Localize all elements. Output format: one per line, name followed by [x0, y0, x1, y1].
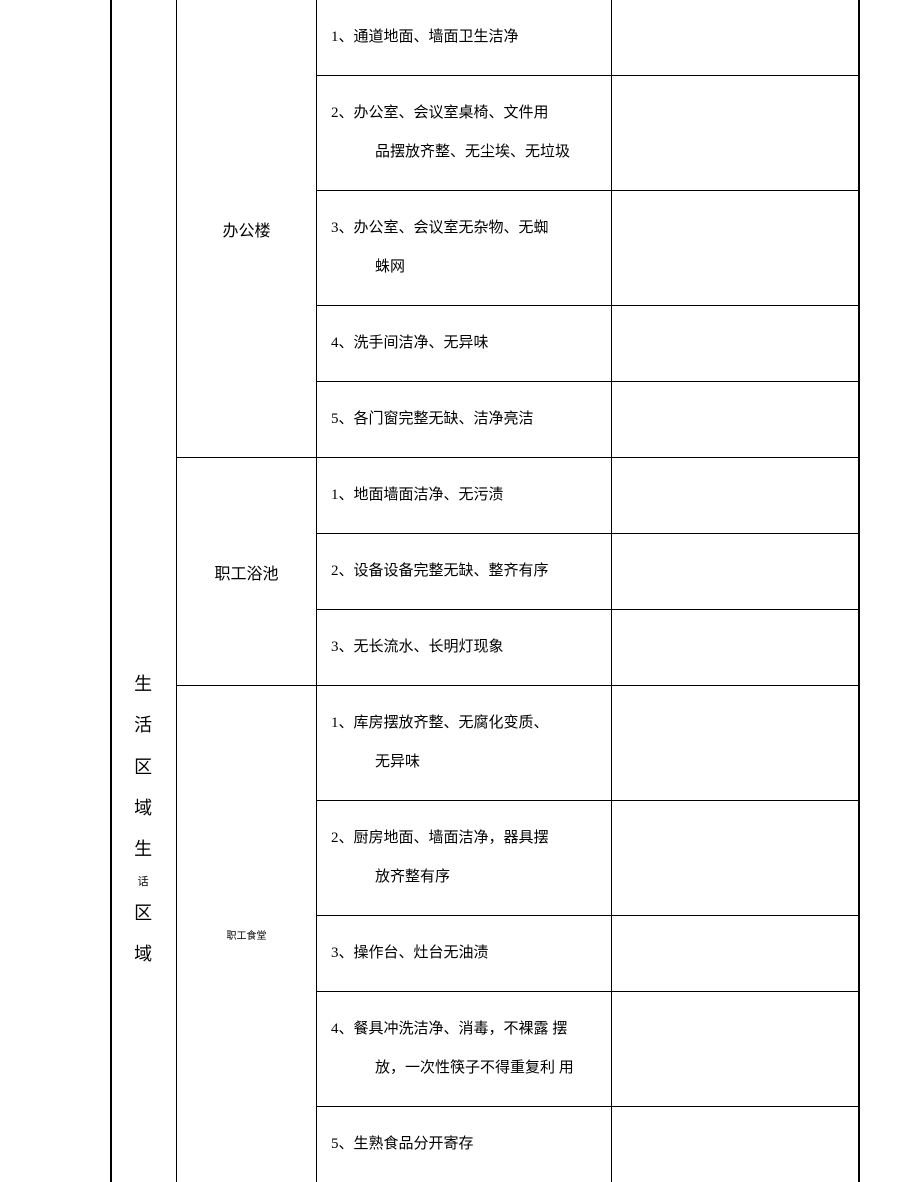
- item-cell: 1、通道地面、墙面卫生洁净: [317, 0, 612, 76]
- item-cell: 3、操作台、灶台无油渍: [317, 916, 612, 992]
- item-cell: 4、餐具冲洗洁净、消毒，不裸露 摆放，一次性筷子不得重复利 用: [317, 992, 612, 1107]
- item-text: 2、设备设备完整无缺、整齐有序: [331, 563, 549, 579]
- item-cell: 1、地面墙面洁净、无污渍: [317, 458, 612, 534]
- region-char: 生: [134, 664, 154, 705]
- inspection-table-container: 办公楼 1、通道地面、墙面卫生洁净 2、办公室、会议室桌椅、文件用品摆放齐整、无…: [110, 0, 860, 1182]
- empty-cell: [612, 686, 859, 801]
- item-text: 4、餐具冲洗洁净、消毒，不裸露 摆放，一次性筷子不得重复利 用: [331, 1021, 601, 1088]
- item-text: 5、生熟食品分开寄存: [331, 1136, 474, 1152]
- empty-cell: [612, 801, 859, 916]
- empty-cell: [612, 534, 859, 610]
- item-cell: 2、设备设备完整无缺、整齐有序: [317, 534, 612, 610]
- region-char: 域: [134, 934, 154, 975]
- item-cell: 3、无长流水、长明灯现象: [317, 610, 612, 686]
- table-row: 生 活 区 域 生 话 区 域 职工浴池 1、地面墙面洁净、无污渍: [112, 458, 859, 534]
- item-text: 3、无长流水、长明灯现象: [331, 639, 504, 655]
- empty-cell: [612, 306, 859, 382]
- category-label: 办公楼: [222, 223, 270, 240]
- item-text: 4、洗手间洁净、无异味: [331, 335, 489, 351]
- region-char: 区: [134, 893, 154, 934]
- item-text: 5、各门窗完整无缺、洁净亮洁: [331, 411, 534, 427]
- region-char: 生: [134, 829, 154, 870]
- table-row: 办公楼 1、通道地面、墙面卫生洁净: [112, 0, 859, 76]
- item-text: 1、通道地面、墙面卫生洁净: [331, 29, 519, 45]
- item-text: 1、库房摆放齐整、无腐化变质、无异味: [331, 715, 601, 782]
- inspection-table: 办公楼 1、通道地面、墙面卫生洁净 2、办公室、会议室桌椅、文件用品摆放齐整、无…: [111, 0, 859, 1182]
- empty-cell: [612, 0, 859, 76]
- item-text: 1、地面墙面洁净、无污渍: [331, 487, 504, 503]
- subcategory-cell: 职工食堂: [177, 686, 317, 1182]
- region-cell: 生 活 区 域 生 话 区 域: [112, 458, 177, 1182]
- item-cell: 2、厨房地面、墙面洁净，器具摆放齐整有序: [317, 801, 612, 916]
- table-row: 职工食堂 1、库房摆放齐整、无腐化变质、无异味: [112, 686, 859, 801]
- empty-cell: [612, 382, 859, 458]
- region-cell-empty: [112, 0, 177, 458]
- item-text: 3、操作台、灶台无油渍: [331, 945, 489, 961]
- category-cell: 办公楼: [177, 0, 317, 458]
- empty-cell: [612, 76, 859, 191]
- empty-cell: [612, 610, 859, 686]
- empty-cell: [612, 191, 859, 306]
- empty-cell: [612, 916, 859, 992]
- item-text: 2、办公室、会议室桌椅、文件用品摆放齐整、无尘埃、无垃圾: [331, 105, 601, 172]
- item-cell: 2、办公室、会议室桌椅、文件用品摆放齐整、无尘埃、无垃圾: [317, 76, 612, 191]
- empty-cell: [612, 992, 859, 1107]
- region-char: 区: [134, 747, 154, 788]
- empty-cell: [612, 1107, 859, 1182]
- subcategory-cell: 职工浴池: [177, 458, 317, 686]
- item-cell: 5、各门窗完整无缺、洁净亮洁: [317, 382, 612, 458]
- item-cell: 5、生熟食品分开寄存: [317, 1107, 612, 1182]
- region-char: 域: [134, 788, 154, 829]
- region-char: 活: [134, 705, 154, 746]
- item-cell: 1、库房摆放齐整、无腐化变质、无异味: [317, 686, 612, 801]
- subcategory-label: 职工浴池: [214, 566, 278, 583]
- item-text: 2、厨房地面、墙面洁净，器具摆放齐整有序: [331, 830, 601, 897]
- item-cell: 4、洗手间洁净、无异味: [317, 306, 612, 382]
- region-vertical-label: 生 活 区 域 生 话 区 域: [112, 664, 176, 976]
- item-cell: 3、办公室、会议室无杂物、无蜘蛛网: [317, 191, 612, 306]
- item-text: 3、办公室、会议室无杂物、无蜘蛛网: [331, 220, 601, 287]
- empty-cell: [612, 458, 859, 534]
- subcategory-label: 职工食堂: [227, 931, 267, 942]
- region-char-small: 话: [138, 871, 151, 893]
